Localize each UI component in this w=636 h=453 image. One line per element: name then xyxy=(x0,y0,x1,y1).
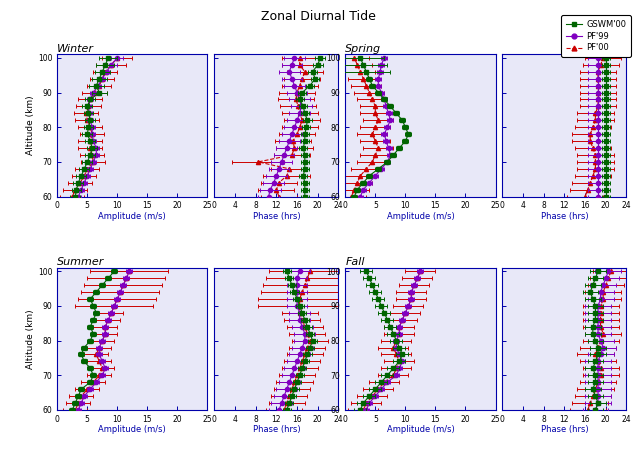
Y-axis label: Altitude (km): Altitude (km) xyxy=(26,96,35,155)
X-axis label: Phase (hrs): Phase (hrs) xyxy=(541,425,588,434)
Text: Spring: Spring xyxy=(345,43,382,53)
X-axis label: Phase (hrs): Phase (hrs) xyxy=(252,425,300,434)
Text: Winter: Winter xyxy=(57,43,94,53)
Y-axis label: Altitude (km): Altitude (km) xyxy=(26,309,35,369)
Text: Fall: Fall xyxy=(345,257,365,267)
X-axis label: Amplitude (m/s): Amplitude (m/s) xyxy=(99,425,166,434)
X-axis label: Amplitude (m/s): Amplitude (m/s) xyxy=(99,212,166,221)
Text: Zonal Diurnal Tide: Zonal Diurnal Tide xyxy=(261,10,375,23)
Text: Summer: Summer xyxy=(57,257,104,267)
X-axis label: Amplitude (m/s): Amplitude (m/s) xyxy=(387,425,454,434)
Legend: GSWM'00, PF'99, PF'00: GSWM'00, PF'99, PF'00 xyxy=(562,15,630,57)
X-axis label: Phase (hrs): Phase (hrs) xyxy=(541,212,588,221)
X-axis label: Amplitude (m/s): Amplitude (m/s) xyxy=(387,212,454,221)
X-axis label: Phase (hrs): Phase (hrs) xyxy=(252,212,300,221)
